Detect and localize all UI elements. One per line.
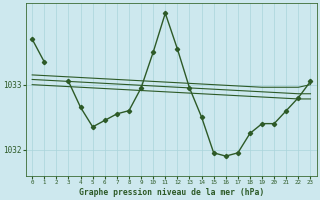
X-axis label: Graphe pression niveau de la mer (hPa): Graphe pression niveau de la mer (hPa) bbox=[79, 188, 264, 197]
